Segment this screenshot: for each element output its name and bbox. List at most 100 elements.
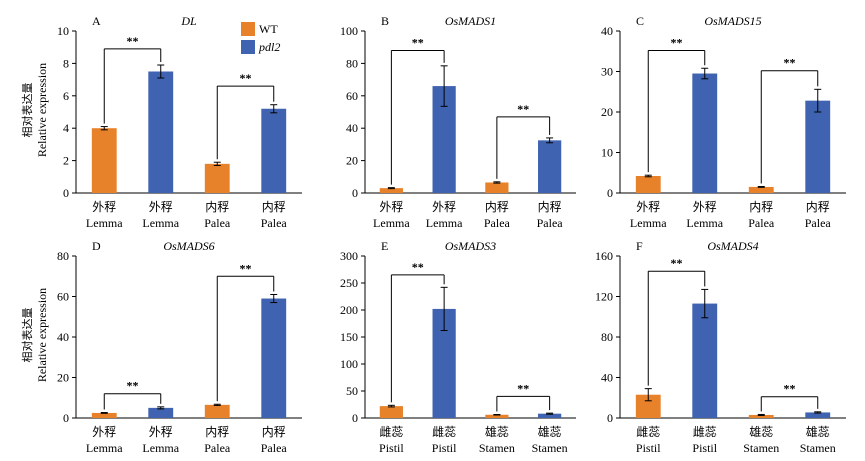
chart-panels: 0 2 4 6 8 10 A DL 外稃 Lemma 外稃 Lemma 内稃 Palea 内稃 Palea **… — [57, 14, 846, 455]
category-label-cn: 雄蕊 — [538, 424, 562, 439]
y-tick-label: 40 — [346, 121, 358, 135]
category-label-cn: 外稃 — [92, 425, 116, 439]
bar — [635, 175, 661, 193]
y-tick-label: 20 — [346, 154, 358, 168]
category-label-cn: 雄蕊 — [749, 424, 773, 439]
y-tick-label: 40 — [601, 371, 613, 385]
y-tick-label: 0 — [607, 186, 613, 200]
category-label-cn: 雌蕊 — [432, 424, 456, 439]
y-tick-label: 150 — [340, 330, 358, 344]
y-tick-label: 40 — [601, 24, 613, 38]
bar — [204, 163, 230, 193]
bar — [379, 406, 403, 418]
y-tick-label: 20 — [601, 105, 613, 119]
bar — [432, 86, 456, 193]
chart-panel-b: 0 20 40 60 80 100 B OsMADS1 外稃 Lemma 外稃 Lemma 内稃 Pale… — [340, 14, 576, 230]
chart-panel-e: 0 50 100 150 200 250 300 E OsMADS3 雌蕊 Pistil 雌蕊 Pist… — [340, 239, 576, 455]
y-label-en-top: Relative expression — [35, 63, 49, 157]
category-label-cn: 外稃 — [149, 200, 173, 214]
category-label-en: Lemma — [426, 216, 463, 230]
y-tick-label: 0 — [352, 411, 358, 425]
y-tick-label: 0 — [607, 411, 613, 425]
panel-title: OsMADS4 — [707, 239, 758, 253]
category-label-cn: 外稃 — [379, 200, 403, 214]
bar — [91, 128, 117, 193]
bar — [148, 71, 174, 193]
category-label-en: Palea — [748, 216, 775, 230]
panel-letter: A — [92, 14, 101, 28]
category-label-en: Lemma — [86, 441, 123, 455]
category-label-cn: 内稃 — [205, 200, 229, 214]
significance-marker: ** — [240, 261, 252, 275]
legend-label-wt: WT — [259, 22, 278, 36]
category-label-en: Pistil — [636, 441, 661, 455]
y-axis-labels: 相对表达量 Relative expression 相对表达量 Relative… — [20, 63, 49, 382]
category-label-en: Pistil — [432, 441, 457, 455]
bar — [261, 108, 287, 193]
category-label-en: Palea — [537, 216, 564, 230]
category-label-en: Palea — [805, 216, 832, 230]
y-tick-label: 60 — [346, 89, 358, 103]
bar — [805, 412, 831, 418]
category-label-cn: 雌蕊 — [379, 424, 403, 439]
category-label-cn: 内稃 — [538, 200, 562, 214]
chart-panel-a: 0 2 4 6 8 10 A DL 外稃 Lemma 外稃 Lemma 内稃 Palea 内稃 Palea **… — [57, 14, 302, 230]
category-label-cn: 内稃 — [205, 425, 229, 439]
panel-title: OsMADS1 — [445, 14, 496, 28]
y-tick-label: 50 — [346, 384, 358, 398]
category-label-cn: 内稃 — [262, 200, 286, 214]
category-label-cn: 外稃 — [693, 200, 717, 214]
y-tick-label: 6 — [63, 89, 69, 103]
significance-marker: ** — [517, 102, 529, 116]
category-label-en: Lemma — [142, 441, 179, 455]
y-tick-label: 60 — [57, 290, 69, 304]
significance-marker: ** — [127, 379, 139, 393]
bar — [748, 414, 774, 418]
panel-letter: C — [636, 14, 644, 28]
panel-letter: B — [381, 14, 389, 28]
category-label-en: Palea — [204, 441, 231, 455]
significance-marker: ** — [671, 256, 683, 270]
chart-panel-f: 0 40 80 120 160 F OsMADS4 雌蕊 Pistil 雌蕊 Pistil 雄蕊 Sta… — [595, 239, 846, 455]
category-label-cn: 雌蕊 — [636, 424, 660, 439]
bar — [538, 413, 562, 418]
bar — [485, 182, 509, 193]
legend: WT pdl2 — [241, 22, 280, 54]
y-label-en-bottom: Relative expression — [35, 288, 49, 382]
legend-swatch-wt — [241, 22, 255, 36]
category-label-en: Palea — [261, 441, 288, 455]
bar — [635, 394, 661, 418]
y-tick-label: 4 — [63, 121, 69, 135]
legend-label-pdl2: pdl2 — [258, 40, 280, 54]
significance-marker: ** — [127, 34, 139, 48]
panel-title: OsMADS15 — [704, 14, 761, 28]
panel-title: OsMADS6 — [163, 239, 214, 253]
category-label-en: Stamen — [743, 441, 779, 455]
bar — [148, 407, 174, 418]
y-tick-label: 100 — [340, 24, 358, 38]
category-label-cn: 外稃 — [92, 200, 116, 214]
panel-title: OsMADS3 — [445, 239, 496, 253]
category-label-cn: 外稃 — [432, 200, 456, 214]
panel-letter: F — [636, 239, 643, 253]
significance-marker: ** — [412, 35, 424, 49]
y-tick-label: 10 — [57, 24, 69, 38]
bar — [692, 73, 718, 193]
y-tick-label: 300 — [340, 249, 358, 263]
bar — [485, 414, 509, 418]
y-tick-label: 0 — [63, 186, 69, 200]
bar — [379, 188, 403, 193]
y-tick-label: 80 — [346, 56, 358, 70]
y-tick-label: 250 — [340, 276, 358, 290]
chart-panel-c: 0 10 20 30 40 C OsMADS15 外稃 Lemma 外稃 Lemma 内稃 Palea 内… — [601, 14, 846, 230]
category-label-cn: 内稃 — [262, 425, 286, 439]
category-label-en: Lemma — [630, 216, 667, 230]
y-tick-label: 0 — [352, 186, 358, 200]
category-label-cn: 内稃 — [485, 200, 509, 214]
y-tick-label: 8 — [63, 56, 69, 70]
y-tick-label: 10 — [601, 146, 613, 160]
category-label-en: Pistil — [379, 441, 404, 455]
significance-marker: ** — [671, 35, 683, 49]
category-label-en: Stamen — [800, 441, 836, 455]
